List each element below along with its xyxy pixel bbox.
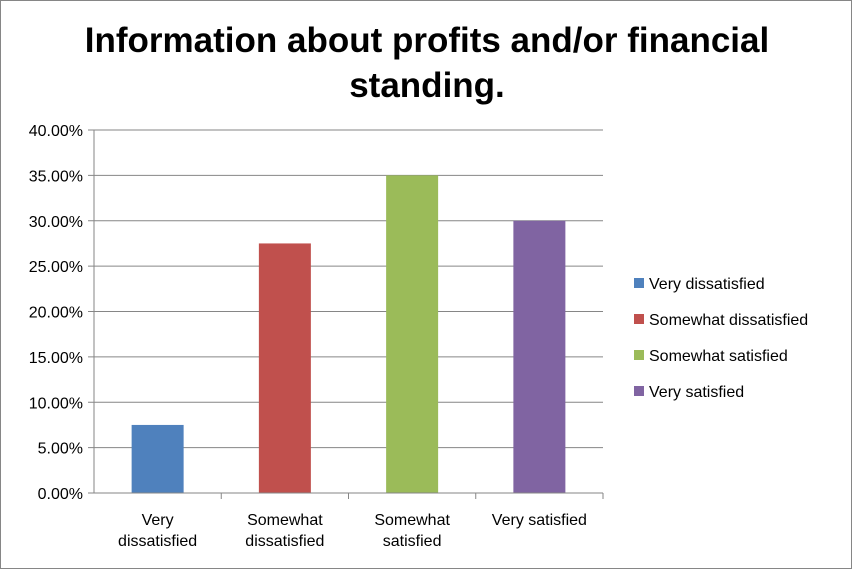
x-tick-label: dissatisfied: [245, 533, 324, 550]
y-tick-label: 10.00%: [29, 395, 83, 412]
x-tick-label: Very: [142, 512, 174, 529]
x-tick-label: Somewhat: [247, 512, 323, 529]
chart-title-line-1: Information about profits and/or financi…: [85, 21, 769, 60]
y-tick-label: 5.00%: [38, 441, 83, 458]
bar: [513, 220, 566, 493]
legend-swatch: [634, 386, 644, 396]
y-tick-label: 40.00%: [29, 123, 83, 140]
legend-entry: Somewhat satisfied: [649, 348, 788, 365]
y-tick-label: 0.00%: [38, 486, 83, 503]
legend-entry: Very satisfied: [649, 384, 744, 401]
bar: [131, 424, 184, 493]
x-tick-label: dissatisfied: [118, 533, 197, 550]
y-tick-label: 15.00%: [29, 350, 83, 367]
legend-swatch: [634, 314, 644, 324]
y-tick-label: 25.00%: [29, 259, 83, 276]
legend-swatch: [634, 278, 644, 288]
x-tick-label: satisfied: [383, 533, 442, 550]
legend-entry: Somewhat dissatisfied: [649, 312, 808, 329]
bar: [258, 243, 311, 493]
y-tick-label: 20.00%: [29, 305, 83, 322]
y-tick-label: 30.00%: [29, 214, 83, 231]
y-tick-label: 35.00%: [29, 168, 83, 185]
legend-swatch: [634, 350, 644, 360]
bar: [386, 175, 439, 493]
legend-entry: Very dissatisfied: [649, 276, 765, 293]
x-tick-label: Very satisfied: [492, 512, 587, 529]
chart-title-line-2: standing.: [349, 66, 505, 105]
x-tick-label: Somewhat: [374, 512, 450, 529]
